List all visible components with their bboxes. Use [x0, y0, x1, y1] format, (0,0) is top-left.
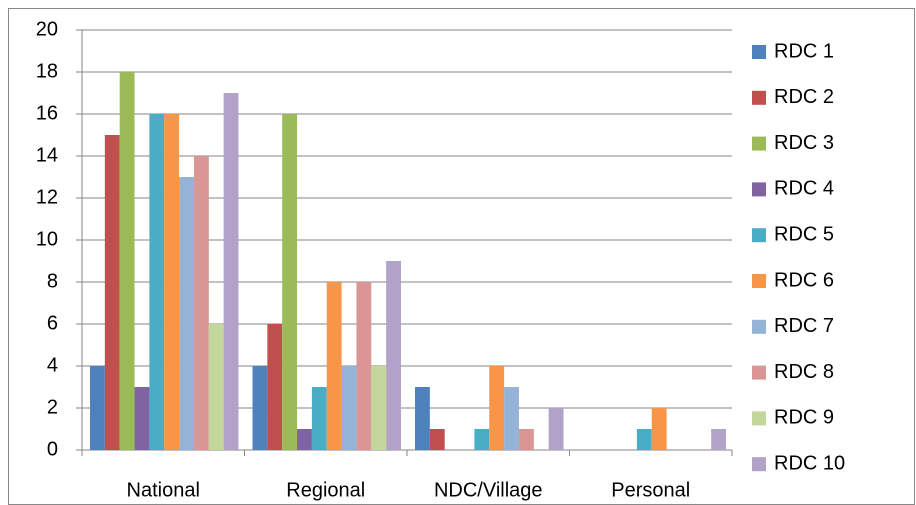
bar: [267, 324, 283, 450]
bar: [193, 156, 209, 450]
bar: [371, 366, 387, 450]
y-tick-label: 12: [36, 186, 58, 208]
x-tick-label: Personal: [611, 479, 690, 501]
bar: [518, 429, 534, 450]
y-tick-label: 2: [47, 396, 58, 418]
legend-label: RDC 4: [774, 178, 834, 200]
legend-label: RDC 1: [774, 40, 834, 62]
bar: [134, 387, 150, 450]
legend-swatch: [752, 457, 766, 472]
y-tick-label: 18: [36, 60, 58, 82]
legend-swatch: [752, 182, 766, 197]
bar: [636, 429, 652, 450]
bar: [252, 366, 268, 450]
bar: [179, 177, 194, 450]
bar: [429, 429, 445, 450]
bar: [651, 408, 667, 450]
bar: [104, 135, 120, 450]
legend-label: RDC 5: [774, 223, 834, 245]
y-tick-label: 16: [36, 102, 58, 124]
legend-label: RDC 6: [774, 269, 834, 291]
legend-swatch: [752, 136, 766, 151]
bar: [341, 366, 357, 450]
bar: [223, 93, 239, 450]
bar: [208, 324, 224, 450]
legend-label: RDC 8: [774, 361, 834, 383]
bar: [282, 114, 298, 450]
y-tick-label: 6: [47, 312, 58, 334]
bar: [489, 366, 505, 450]
bar: [711, 429, 726, 450]
y-tick-label: 14: [36, 144, 58, 166]
legend-swatch: [752, 274, 766, 288]
bar: [90, 366, 105, 450]
legend-label: RDC 10: [774, 452, 845, 474]
legend-swatch: [752, 228, 766, 243]
y-tick-label: 10: [36, 228, 58, 250]
y-tick-label: 0: [47, 438, 58, 460]
bar: [415, 387, 430, 450]
legend-swatch: [752, 319, 766, 334]
bar: [356, 282, 372, 450]
bar: [149, 114, 165, 450]
legend-swatch: [752, 90, 766, 105]
x-tick-label: National: [127, 479, 200, 501]
legend-swatch: [752, 45, 766, 59]
y-tick-label: 8: [47, 270, 58, 292]
legend-label: RDC 2: [774, 86, 834, 108]
bar: [386, 261, 401, 450]
bar: [297, 429, 312, 450]
bar: [326, 282, 342, 450]
legend-label: RDC 3: [774, 132, 834, 154]
legend-label: RDC 7: [774, 315, 834, 337]
bar: [548, 408, 564, 450]
x-tick-label: Regional: [286, 479, 365, 501]
x-tick-label: NDC/Village: [434, 479, 543, 501]
y-tick-label: 20: [36, 18, 58, 40]
bar: [119, 72, 135, 450]
legend-swatch: [752, 411, 766, 426]
y-tick-label: 4: [47, 354, 58, 376]
bar: [504, 387, 519, 450]
legend-swatch: [752, 365, 766, 380]
bar: [164, 114, 180, 450]
bar: [474, 429, 490, 450]
legend-label: RDC 9: [774, 407, 834, 429]
bar: [311, 387, 327, 450]
